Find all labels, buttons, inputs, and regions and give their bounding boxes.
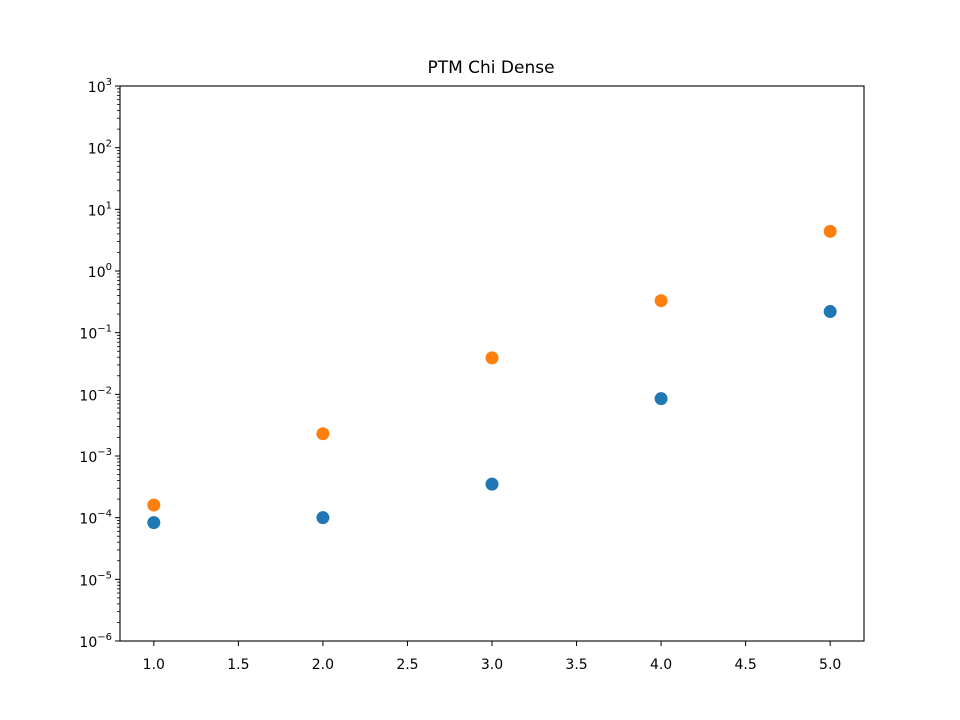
x-tick-label-1: 1.5 bbox=[227, 657, 249, 673]
y-tick-label-1: 102 bbox=[88, 139, 112, 158]
y-tick-label-7: 10−4 bbox=[79, 509, 112, 528]
point-s0-3 bbox=[654, 392, 668, 406]
chart-title: PTM Chi Dense bbox=[427, 58, 554, 78]
point-s0-0 bbox=[147, 516, 161, 530]
y-tick-label-0: 103 bbox=[88, 77, 112, 96]
y-tick-labels: 103 102 101 100 10−1 10−2 10−3 10−4 10−5 10−6 bbox=[79, 77, 112, 651]
x-tick-label-2: 2.0 bbox=[312, 657, 334, 673]
y-tick-label-2: 101 bbox=[88, 200, 112, 219]
point-s1-2 bbox=[485, 351, 499, 365]
point-s0-1 bbox=[316, 511, 330, 525]
x-tick-label-5: 3.5 bbox=[565, 657, 587, 673]
point-s1-1 bbox=[316, 427, 330, 441]
x-tick-label-0: 1.0 bbox=[143, 657, 165, 673]
x-tick-labels: 1.0 1.5 2.0 2.5 3.0 3.5 4.0 4.5 5.0 bbox=[143, 657, 842, 673]
y-tick-label-5: 10−2 bbox=[79, 385, 112, 404]
major-ticks bbox=[115, 85, 831, 646]
point-s1-0 bbox=[147, 498, 161, 512]
y-tick-label-6: 10−3 bbox=[79, 447, 112, 466]
x-tick-label-6: 4.0 bbox=[650, 657, 672, 673]
point-s0-2 bbox=[485, 477, 499, 491]
y-tick-label-8: 10−5 bbox=[79, 570, 112, 589]
x-tick-label-4: 3.0 bbox=[481, 657, 503, 673]
plot-frame bbox=[119, 85, 865, 642]
point-s1-3 bbox=[654, 294, 668, 308]
y-tick-label-9: 10−6 bbox=[79, 632, 112, 651]
point-s0-4 bbox=[823, 305, 837, 319]
y-tick-label-4: 10−1 bbox=[79, 324, 112, 343]
x-tick-label-3: 2.5 bbox=[396, 657, 418, 673]
y-tick-label-3: 100 bbox=[88, 262, 112, 281]
x-tick-label-7: 4.5 bbox=[735, 657, 757, 673]
data-points bbox=[147, 224, 837, 530]
x-tick-label-8: 5.0 bbox=[819, 657, 841, 673]
point-s1-4 bbox=[823, 224, 837, 238]
